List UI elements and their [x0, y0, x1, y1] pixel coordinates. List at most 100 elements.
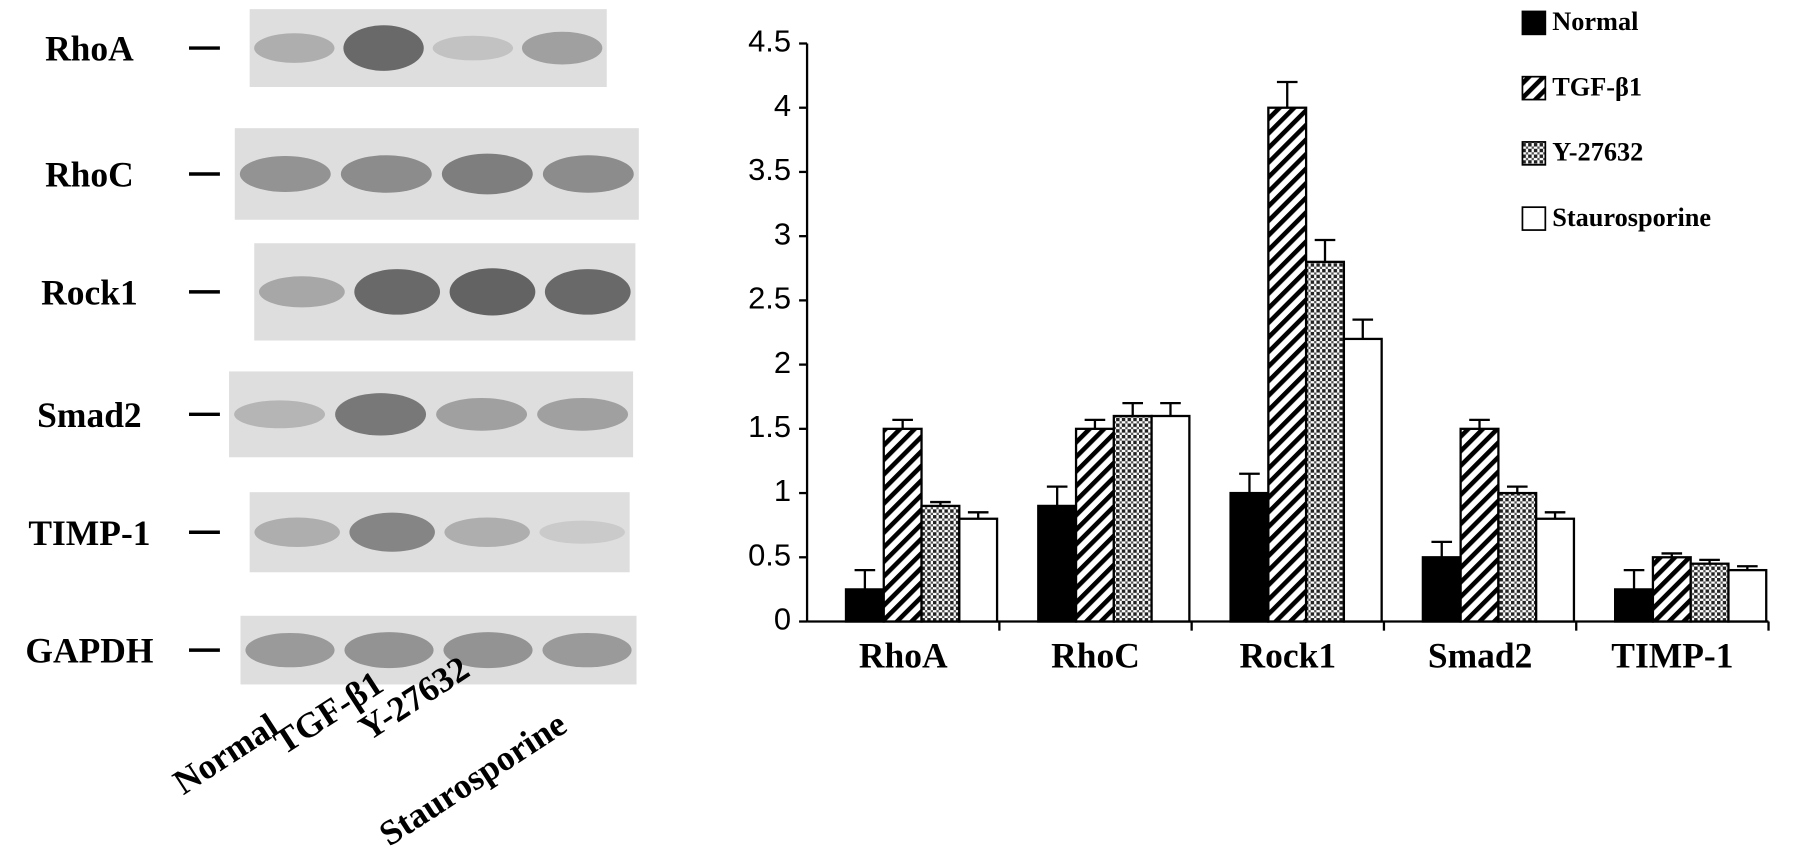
blot-band	[544, 269, 631, 315]
error-bar	[1160, 402, 1181, 416]
y-tick-label: 0.5	[748, 537, 791, 572]
blot-band	[542, 632, 632, 668]
bar	[882, 427, 923, 623]
y-tick-label: 1.5	[748, 409, 791, 444]
error-bar	[1661, 552, 1683, 558]
western-blot: RhoARhoCRock1Smad2TIMP-1GAPDHNormalTGF-β…	[25, 9, 639, 854]
error-bar	[1352, 318, 1374, 339]
bar	[1535, 517, 1576, 623]
bar	[1112, 414, 1153, 623]
bar	[1459, 427, 1500, 623]
y-tick-label: 4	[774, 88, 791, 123]
error-bar	[1239, 472, 1260, 494]
bar	[1304, 260, 1346, 623]
blot-band	[335, 393, 427, 436]
blot-strip	[229, 371, 634, 458]
x-tick-label: RhoA	[859, 635, 948, 675]
bar	[844, 588, 885, 623]
protein-label: Rock1	[41, 272, 138, 312]
bar	[1037, 504, 1078, 623]
blot-band	[436, 397, 528, 431]
error-bar	[1314, 238, 1336, 262]
error-bar	[1046, 485, 1068, 506]
bar	[1150, 414, 1191, 623]
protein-label: RhoC	[45, 155, 134, 195]
blot-band	[239, 156, 331, 192]
bar	[1727, 568, 1768, 623]
error-bar	[1276, 80, 1298, 108]
blot-band	[443, 632, 533, 669]
bar	[1651, 556, 1692, 623]
blot-strip	[249, 9, 607, 87]
error-bar	[1431, 540, 1453, 558]
bar	[920, 504, 961, 623]
blot-band	[349, 512, 435, 552]
blot-band	[444, 517, 530, 547]
blot-band	[539, 520, 625, 544]
protein-label: GAPDH	[25, 631, 153, 671]
lane-label: Normal	[166, 705, 285, 802]
y-tick-label: 0	[774, 602, 791, 637]
bar	[1497, 491, 1538, 623]
blot-band	[344, 632, 434, 669]
y-tick-label: 3.5	[748, 152, 791, 187]
error-bar	[1084, 418, 1106, 429]
legend-label: TGF-β1	[1552, 72, 1642, 101]
x-tick-label: TIMP-1	[1611, 635, 1733, 675]
bar	[1074, 427, 1115, 623]
legend-label: Normal	[1552, 7, 1638, 36]
blot-band	[254, 33, 335, 63]
blot-band	[254, 517, 340, 547]
blot-strip	[249, 492, 630, 573]
error-bar	[1122, 402, 1144, 416]
bar	[1421, 556, 1462, 623]
error-bar	[1506, 485, 1528, 494]
error-bar	[967, 511, 989, 519]
y-tick-label: 4.5	[748, 24, 791, 59]
bar	[1342, 337, 1383, 623]
legend-swatch	[1521, 206, 1547, 231]
blot-band	[521, 31, 603, 65]
error-bar	[1699, 558, 1720, 564]
bar	[1689, 562, 1730, 623]
y-tick-label: 2	[774, 345, 791, 380]
error-bar	[930, 500, 951, 506]
error-bar	[1737, 565, 1758, 571]
bar-chart: 0 0.5 1 1.5 2 2.5 3 3.5 4 4.5 RhoA RhoC Rock1 Smad2 TI…	[748, 7, 1770, 675]
x-tick-label: Smad2	[1428, 635, 1532, 675]
blot-band	[340, 155, 432, 193]
legend-swatch	[1521, 141, 1547, 166]
legend-swatch	[1521, 10, 1547, 36]
blot-band	[259, 276, 345, 308]
bar	[1267, 106, 1308, 623]
blot-band	[449, 268, 536, 316]
x-tick-label: RhoC	[1051, 635, 1140, 675]
y-tick-label: 3	[774, 216, 791, 251]
bar	[958, 517, 999, 623]
protein-label: TIMP-1	[28, 513, 150, 553]
blot-band	[245, 632, 335, 668]
bar	[1229, 491, 1270, 623]
legend-label: Y-27632	[1552, 138, 1643, 167]
x-tick-label: Rock1	[1240, 635, 1337, 675]
y-tick-label: 2.5	[748, 281, 791, 316]
blot-band	[343, 25, 424, 71]
blot-band	[542, 155, 634, 193]
error-bar	[892, 418, 913, 429]
protein-label: RhoA	[45, 29, 134, 69]
blot-band	[432, 35, 514, 61]
error-bar	[854, 568, 876, 590]
blot-band	[234, 400, 326, 429]
blot-band	[537, 397, 629, 431]
error-bar	[1469, 418, 1490, 429]
error-bar	[1544, 511, 1566, 519]
y-tick-label: 1	[774, 473, 791, 508]
bar	[1614, 588, 1655, 623]
protein-label: Smad2	[37, 395, 141, 435]
blot-band	[441, 153, 533, 195]
error-bar	[1623, 568, 1645, 590]
legend-label: Staurosporine	[1552, 203, 1711, 232]
blot-band	[354, 269, 441, 315]
legend-swatch	[1521, 75, 1547, 101]
